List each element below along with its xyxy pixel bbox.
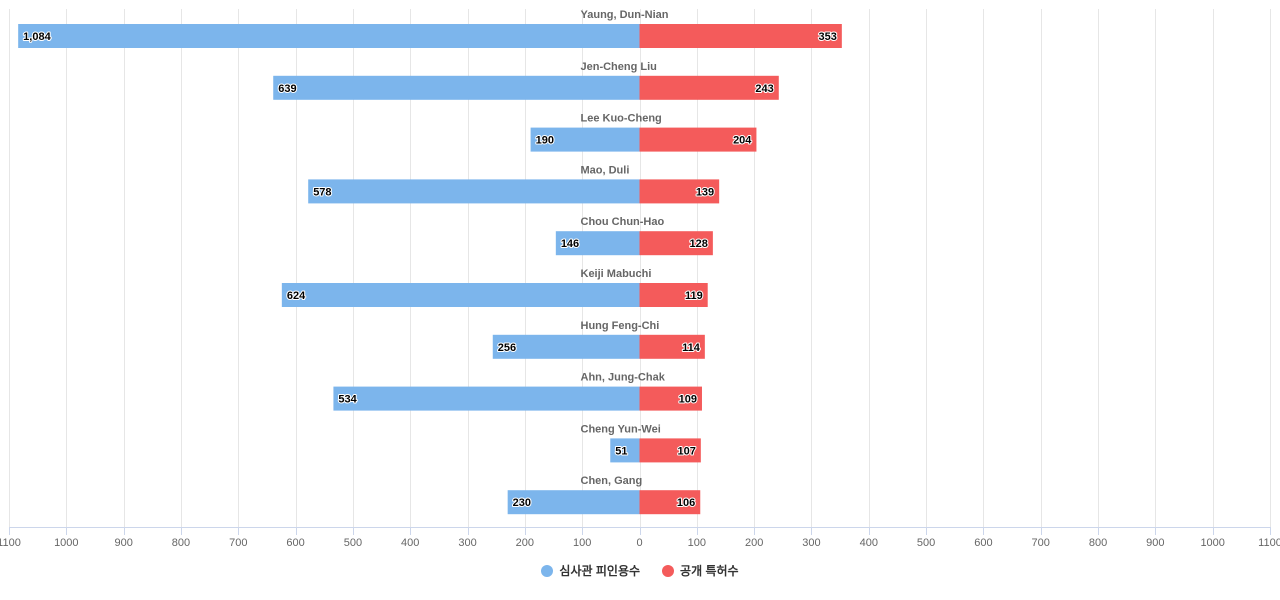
x-tick-label: 400 [401,537,419,549]
data-label-citations: 51 [615,445,627,457]
bar-patents [639,334,705,359]
bar-citations [507,490,640,515]
x-tick-label: 600 [286,537,304,549]
data-label-citations: 1,084 [23,31,51,43]
data-label-patents: 139 [696,186,714,198]
data-label-citations: 256 [498,342,516,354]
data-label-citations: 578 [313,186,331,198]
bar-citations [308,179,640,204]
bar-citations [555,231,640,256]
data-label-patents: 128 [690,238,708,250]
data-label-patents: 107 [677,445,695,457]
legend: 심사관 피인용수 공개 특허수 [0,562,1280,579]
x-tick-label: 500 [344,537,362,549]
category-label: Keiji Mabuchi [581,268,652,280]
x-tick-label: 300 [802,537,820,549]
x-tick-label: 400 [860,537,878,549]
x-tick-label: 1100 [0,537,21,549]
category-label: Ahn, Jung-Chak [581,372,666,384]
legend-item-citations[interactable]: 심사관 피인용수 [541,562,640,579]
data-label-citations: 230 [513,497,531,509]
data-label-patents: 109 [679,394,697,406]
category-label: Yaung, Dun-Nian [581,9,669,21]
x-tick-label: 200 [516,537,534,549]
x-tick-label: 200 [745,537,763,549]
legend-marker-citations [541,564,554,577]
x-tick-label: 100 [688,537,706,549]
category-label: Jen-Cheng Liu [581,61,657,73]
data-label-patents: 243 [755,83,773,95]
x-tick-label: 1000 [1200,537,1224,549]
bar-citations [18,24,640,48]
bar-citations [530,127,640,152]
x-tick-label: 500 [917,537,935,549]
x-tick-label: 0 [636,537,642,549]
bar-patents [639,24,842,48]
bar-patents [639,127,757,152]
x-tick-label: 800 [172,537,190,549]
bar-citations [281,283,640,307]
x-tick-label: 800 [1089,537,1107,549]
x-tick-label: 1100 [1258,537,1280,549]
bar-patents [639,231,713,256]
x-axis: 1100100090080070060050040030020010001002… [0,527,1280,549]
legend-label-patents: 공개 특허수 [680,564,739,578]
category-label: Hung Feng-Chi [581,320,660,332]
x-tick-label: 900 [1146,537,1164,549]
x-tick-label: 1000 [54,537,78,549]
x-tick-label: 700 [1032,537,1050,549]
bar-patents [639,438,701,463]
data-label-patents: 353 [818,31,836,43]
bar-layer [18,24,842,515]
data-label-citations: 639 [278,83,296,95]
data-label-patents: 114 [682,342,701,354]
category-label: Chou Chun-Hao [581,216,665,228]
data-label-patents: 119 [685,290,703,302]
data-label-citations: 146 [561,238,579,250]
legend-marker-patents [662,564,675,577]
bar-patents [639,386,702,411]
bar-citations [610,438,640,463]
x-tick-label: 300 [458,537,476,549]
x-tick-label: 600 [974,537,992,549]
bar-patents [639,75,779,100]
x-tick-label: 700 [229,537,247,549]
category-label: Cheng Yun-Wei [581,423,661,435]
data-label-patents: 204 [733,135,752,147]
x-tick-label: 100 [573,537,591,549]
category-label: Lee Kuo-Cheng [581,113,662,125]
bar-citations [492,334,640,359]
data-label-citations: 190 [536,135,554,147]
bar-citations [273,75,640,100]
data-label-citations: 534 [338,394,357,406]
data-label-patents: 106 [677,497,695,509]
legend-item-patents[interactable]: 공개 특허수 [662,562,739,579]
bar-patents [639,283,708,307]
bar-citations [333,386,640,411]
chart-svg: Yaung, Dun-Nian 1,084 353 Jen-Cheng Liu 639 2… [0,9,1280,549]
label-layer: Yaung, Dun-Nian 1,084 353 Jen-Cheng Liu 639 2… [22,9,838,510]
category-label: Chen, Gang [581,475,643,487]
bar-patents [639,179,720,204]
category-label: Mao, Duli [581,164,630,176]
x-tick-label: 900 [114,537,132,549]
data-label-citations: 624 [287,290,306,302]
bar-patents [639,490,701,515]
legend-label-citations: 심사관 피인용수 [559,564,641,578]
